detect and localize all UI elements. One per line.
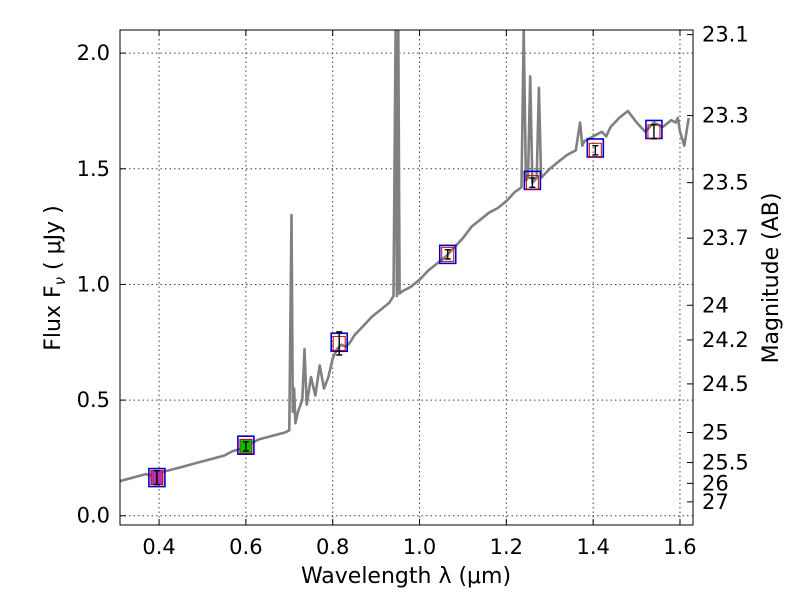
y-tick-label: 1.5 <box>77 157 110 181</box>
y2-tick-label: 23.5 <box>702 171 749 195</box>
y2-tick-label: 27 <box>702 490 729 514</box>
y2-tick-label: 25.5 <box>702 451 749 475</box>
y2-tick-label: 25 <box>702 420 729 444</box>
x-tick-label: 0.6 <box>229 535 262 559</box>
y-axis-label-units: ( μJy ) <box>41 205 66 277</box>
x-axis: 0.4 0.6 0.8 1.0 1.2 1.4 1.6 <box>142 30 697 559</box>
y2-tick-label: 26 <box>702 471 729 495</box>
x-axis-label: Wavelength λ (μm) <box>301 564 511 589</box>
x-tick-label: 1.0 <box>403 535 436 559</box>
x-tick-label: 1.2 <box>490 535 523 559</box>
spectrum-line <box>120 30 690 483</box>
y-tick-label: 0.0 <box>77 504 110 528</box>
y2-tick-label: 24 <box>702 293 729 317</box>
marker-layer <box>148 119 663 488</box>
observed-photometry-point <box>441 246 455 262</box>
x-tick-label: 0.4 <box>142 535 175 559</box>
observed-photometry-point <box>525 175 539 191</box>
x-tick-label: 0.8 <box>316 535 349 559</box>
plot-area <box>120 30 690 488</box>
y2-tick-label: 23.3 <box>702 104 749 128</box>
grid-layer <box>120 30 693 525</box>
y-axis: 0.0 0.5 1.0 1.5 2.0 <box>77 41 126 528</box>
y-axis-label-subscript: ν <box>51 277 69 285</box>
y-tick-label: 2.0 <box>77 41 110 65</box>
y-tick-label: 0.5 <box>77 388 110 412</box>
y-axis-label: Flux Fν ( μJy ) <box>41 205 69 350</box>
model-photometry-box <box>438 244 457 265</box>
model-photometry-box <box>237 435 255 455</box>
series-layer <box>120 30 690 483</box>
observed-photometry-point <box>588 142 602 158</box>
plot-frame <box>119 29 694 526</box>
y2-tick-label: 24.2 <box>702 328 749 352</box>
model-photometry-box <box>148 467 166 488</box>
y2-tick-label: 23.1 <box>702 23 749 47</box>
y2-tick-label: 24.5 <box>702 372 749 396</box>
x-tick-label: 1.4 <box>576 535 609 559</box>
y-tick-label: 1.0 <box>77 272 110 296</box>
y2-axis-label: Magnitude (AB) <box>759 193 784 364</box>
y-axis-label-main: Flux F <box>41 285 66 350</box>
x-tick-label: 1.6 <box>663 535 696 559</box>
y2-tick-label: 23.7 <box>702 226 749 250</box>
